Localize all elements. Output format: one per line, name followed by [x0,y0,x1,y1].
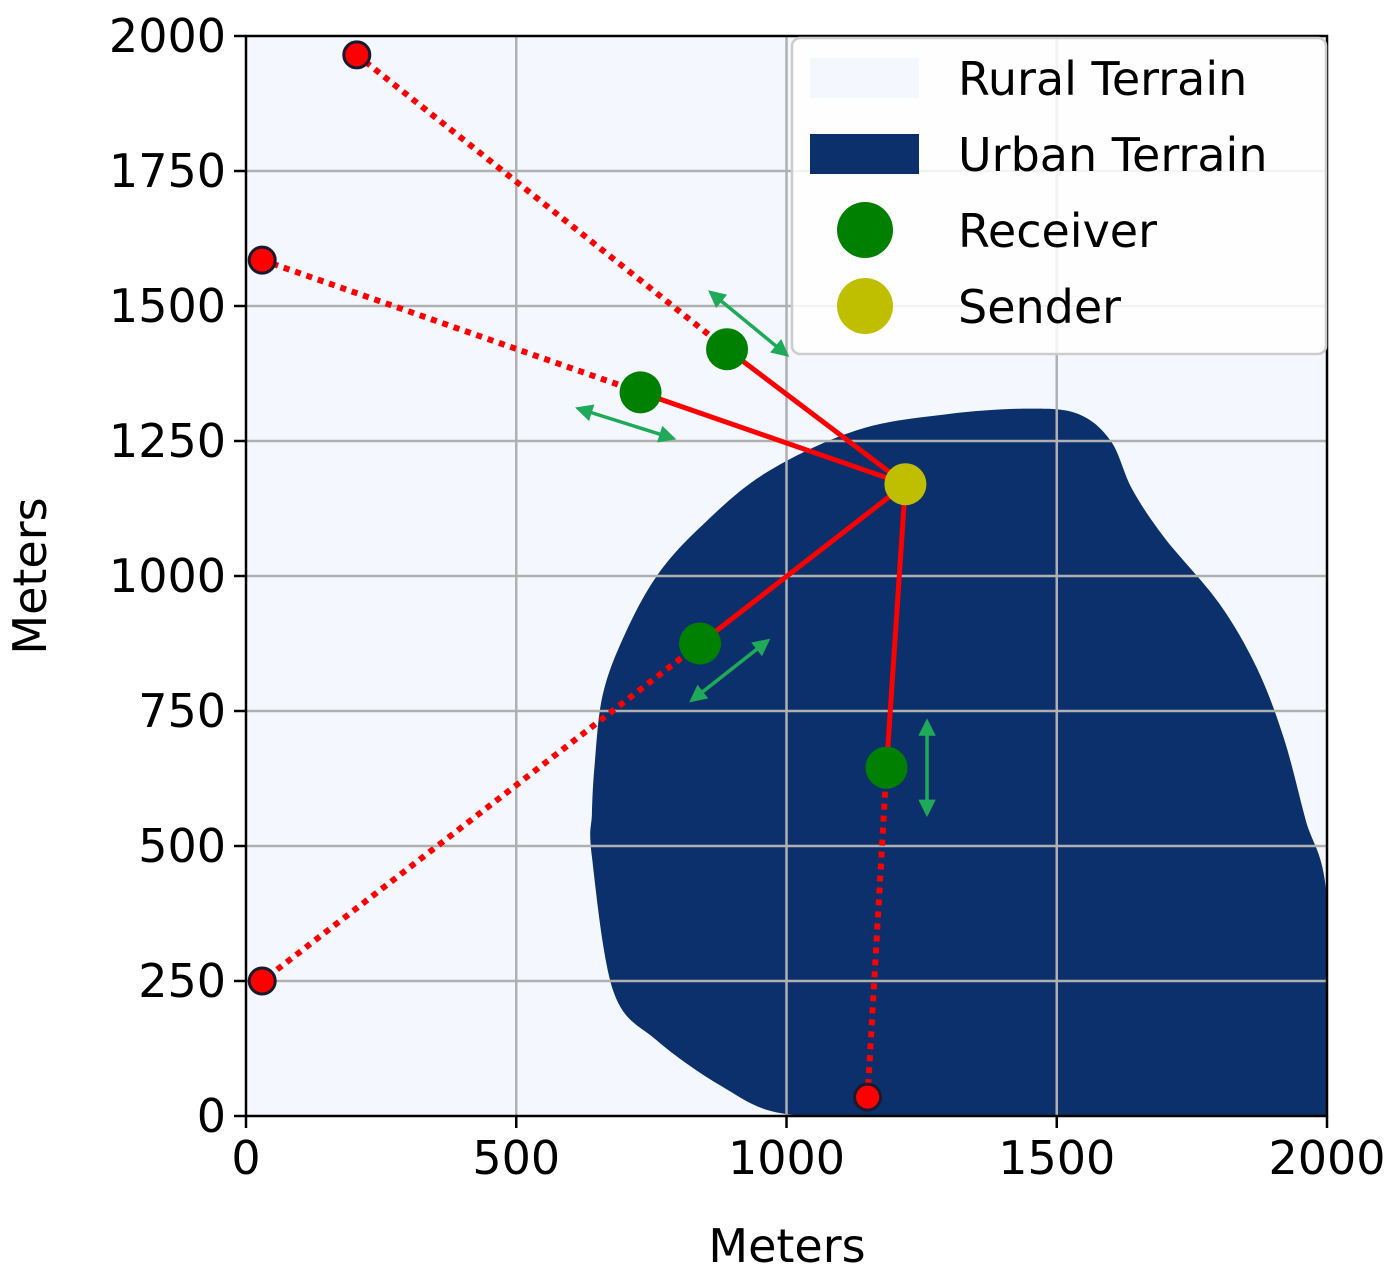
legend-swatch [810,58,919,98]
legend-box [790,36,1328,356]
sender-marker [884,463,927,506]
y-tick-label: 750 [138,684,226,738]
sender-receiver-link [883,484,908,768]
relay-link-dotted [260,641,702,984]
y-tick-label: 250 [138,954,226,1008]
motion-arrow [689,638,771,703]
y-tick-label: 2000 [109,9,226,63]
x-tick-label: 1500 [998,1131,1115,1185]
y-tick-label: 1000 [109,549,226,603]
receiver-marker [619,371,662,414]
x-tick-label: 2000 [1268,1131,1385,1185]
y-tick-label: 1750 [109,144,226,198]
sender-receiver-link [725,347,907,487]
motion-arrow [575,404,677,443]
y-tick-label: 1500 [109,279,226,333]
x-tick-label: 0 [231,1131,260,1185]
y-tick-label: 0 [197,1089,226,1143]
receiver-marker [679,622,722,665]
endpoint-marker [247,245,277,275]
legend-marker [837,202,893,258]
legend-label: Rural Terrain [958,52,1247,106]
receiver-marker [865,746,908,789]
endpoint-marker [342,40,372,70]
endpoint-marker [247,966,277,996]
endpoint-marker [853,1082,883,1112]
legend-marker [837,278,893,334]
legend-label: Sender [958,280,1121,334]
receiver-marker [706,328,749,371]
legend-label: Urban Terrain [958,128,1267,182]
motion-arrow [708,290,790,357]
legend-label: Receiver [958,204,1157,258]
y-tick-label: 500 [138,819,226,873]
y-axis-label: Meters [3,497,57,654]
sender-receiver-link [639,390,907,487]
sender-receiver-link [698,482,907,646]
x-tick-label: 500 [472,1131,560,1185]
legend: Rural Terrain Urban Terrain Receiver Sender [790,36,1328,356]
x-tick-label: 1000 [728,1131,845,1185]
legend-swatch [810,134,919,174]
y-tick-label: 1250 [109,414,226,468]
x-axis-label: Meters [708,1219,865,1273]
